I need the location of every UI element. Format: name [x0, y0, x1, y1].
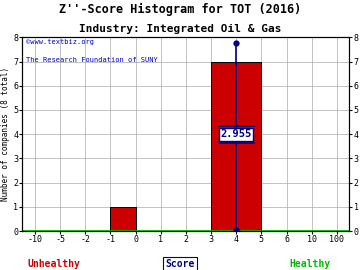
Text: Unhealthy: Unhealthy [28, 259, 80, 269]
Text: Healthy: Healthy [289, 259, 330, 269]
Text: ©www.textbiz.org: ©www.textbiz.org [26, 39, 94, 45]
Text: Industry: Integrated Oil & Gas: Industry: Integrated Oil & Gas [79, 24, 281, 34]
Text: The Research Foundation of SUNY: The Research Foundation of SUNY [26, 57, 157, 63]
Bar [111, 207, 136, 231]
Text: 2.955: 2.955 [221, 129, 252, 139]
Text: Z''-Score Histogram for TOT (2016): Z''-Score Histogram for TOT (2016) [59, 3, 301, 16]
Bar [211, 62, 261, 231]
Y-axis label: Number of companies (8 total): Number of companies (8 total) [1, 67, 10, 201]
Text: Score: Score [165, 259, 195, 269]
